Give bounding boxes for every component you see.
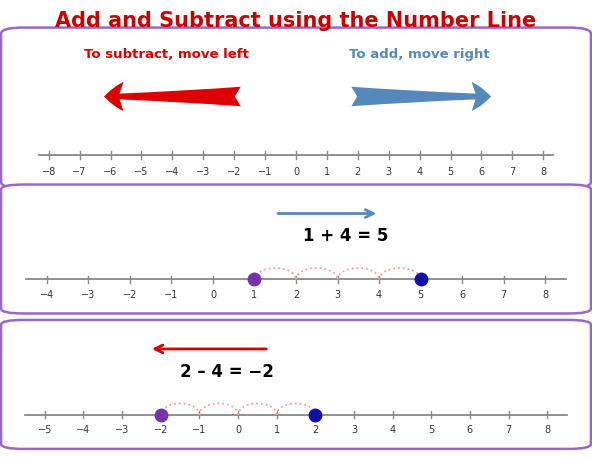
FancyBboxPatch shape [1,320,591,449]
Text: −4: −4 [165,167,179,177]
Text: −1: −1 [165,290,179,300]
Text: 7: 7 [500,290,507,300]
Text: 2: 2 [293,290,299,300]
Text: Add and Subtract using the Number Line: Add and Subtract using the Number Line [56,11,536,32]
Text: 3: 3 [351,425,357,435]
Text: 4: 4 [417,167,423,177]
Text: 7: 7 [509,167,516,177]
Text: 3: 3 [334,290,340,300]
Text: −1: −1 [258,167,272,177]
Text: 4: 4 [390,425,395,435]
Text: −6: −6 [104,167,118,177]
Text: −5: −5 [134,167,149,177]
Text: −7: −7 [72,167,87,177]
Text: 8: 8 [544,425,550,435]
Text: 5: 5 [448,167,453,177]
Text: −1: −1 [192,425,207,435]
FancyBboxPatch shape [1,185,591,313]
Text: To add, move right: To add, move right [349,48,490,62]
Text: −2: −2 [123,290,137,300]
Text: 7: 7 [506,425,511,435]
Text: −3: −3 [196,167,210,177]
Text: 6: 6 [467,425,473,435]
Text: 0: 0 [210,290,216,300]
Text: 3: 3 [385,167,392,177]
Text: −3: −3 [115,425,129,435]
Text: 1 + 4 = 5: 1 + 4 = 5 [303,227,388,246]
Text: 1: 1 [324,167,330,177]
FancyBboxPatch shape [1,28,591,188]
Text: 0: 0 [235,425,241,435]
Text: −4: −4 [40,290,54,300]
Text: −8: −8 [41,167,56,177]
Text: 2: 2 [355,167,361,177]
Text: 6: 6 [478,167,485,177]
Text: 1: 1 [252,290,258,300]
Text: 6: 6 [459,290,465,300]
Text: −5: −5 [38,425,52,435]
Text: −2: −2 [227,167,242,177]
Text: −2: −2 [153,425,168,435]
Text: To subtract, move left: To subtract, move left [83,48,249,62]
Text: 1: 1 [274,425,280,435]
Text: −3: −3 [81,290,95,300]
Text: 5: 5 [417,290,424,300]
Text: 8: 8 [540,167,546,177]
Text: 5: 5 [428,425,435,435]
Text: 4: 4 [376,290,382,300]
Text: −4: −4 [76,425,91,435]
Text: 8: 8 [542,290,548,300]
Text: 0: 0 [293,167,299,177]
Text: 2: 2 [312,425,318,435]
Text: 2 – 4 = −2: 2 – 4 = −2 [179,363,274,381]
